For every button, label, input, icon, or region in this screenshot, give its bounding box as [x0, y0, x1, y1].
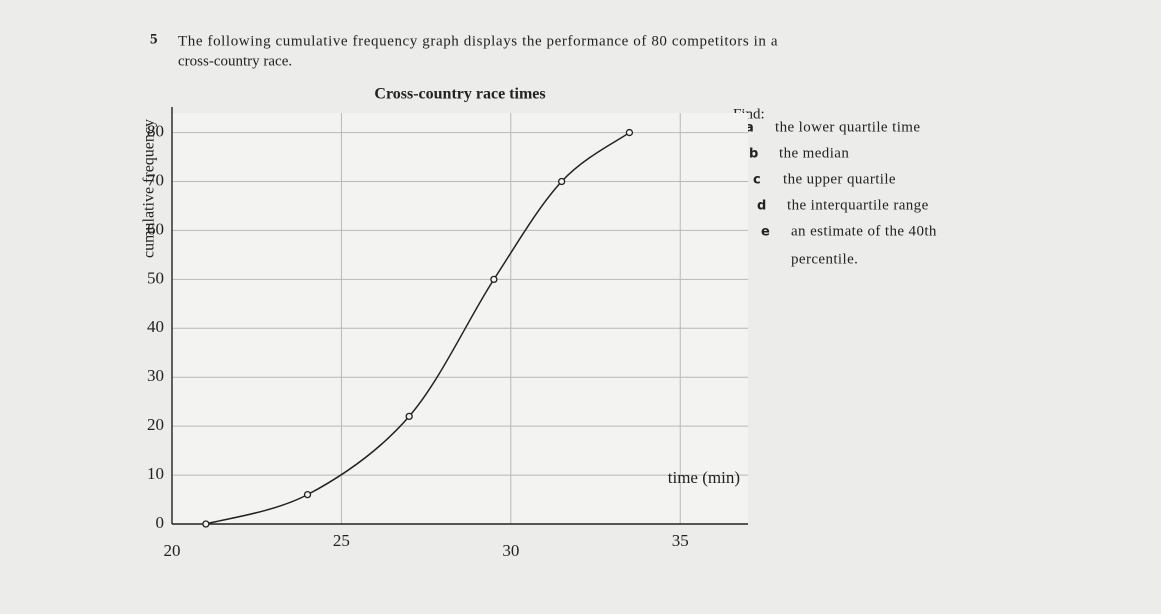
y-tick-label: 40 — [147, 317, 164, 336]
item-text: percentile. — [791, 251, 858, 267]
y-tick-label: 80 — [147, 121, 164, 140]
x-tick-label: 20 — [164, 541, 181, 560]
item-letter: d — [757, 199, 766, 214]
plot-area — [172, 113, 748, 524]
find-list: a the lower quartile time b the median c the … — [745, 119, 937, 267]
data-point — [202, 520, 210, 528]
y-tick-label: 30 — [147, 366, 164, 385]
item-text: the interquartile range — [787, 197, 929, 213]
data-point — [490, 275, 498, 284]
x-tick-label: 35 — [672, 531, 689, 550]
question-number: 5 — [150, 31, 158, 47]
data-point — [625, 128, 634, 137]
x-tick-label: 25 — [333, 531, 350, 550]
x-tick-label: 30 — [502, 541, 519, 560]
data-point — [557, 177, 566, 186]
y-tick-label: 60 — [147, 219, 164, 238]
question-text: The following cumulative frequency graph… — [178, 33, 778, 49]
y-tick-label: 10 — [147, 464, 164, 483]
data-point — [303, 490, 312, 499]
chart-title: Cross-country race times — [374, 86, 545, 103]
item-letter: a — [745, 121, 754, 136]
item-letter: b — [749, 147, 758, 162]
x-axis-label: time (min) — [668, 468, 740, 487]
item-text: the upper quartile — [783, 171, 896, 187]
item-letter: e — [761, 225, 770, 240]
question-text: cross-country race. — [178, 53, 292, 69]
item-letter: c — [753, 173, 761, 188]
item-text: the lower quartile time — [775, 119, 920, 135]
data-point — [405, 412, 413, 421]
chart: 20 25 30 35 0 10 20 30 40 50 60 70 80 time (min) cumul… — [141, 107, 748, 560]
y-axis-label: cumulative frequency — [141, 119, 158, 258]
y-tick-label: 70 — [147, 170, 164, 189]
item-text: the median — [779, 145, 849, 161]
y-tick-label: 20 — [147, 415, 164, 434]
y-tick-label: 0 — [156, 513, 165, 532]
y-tick-label: 50 — [147, 268, 164, 287]
item-text: an estimate of the 40th — [791, 223, 937, 239]
